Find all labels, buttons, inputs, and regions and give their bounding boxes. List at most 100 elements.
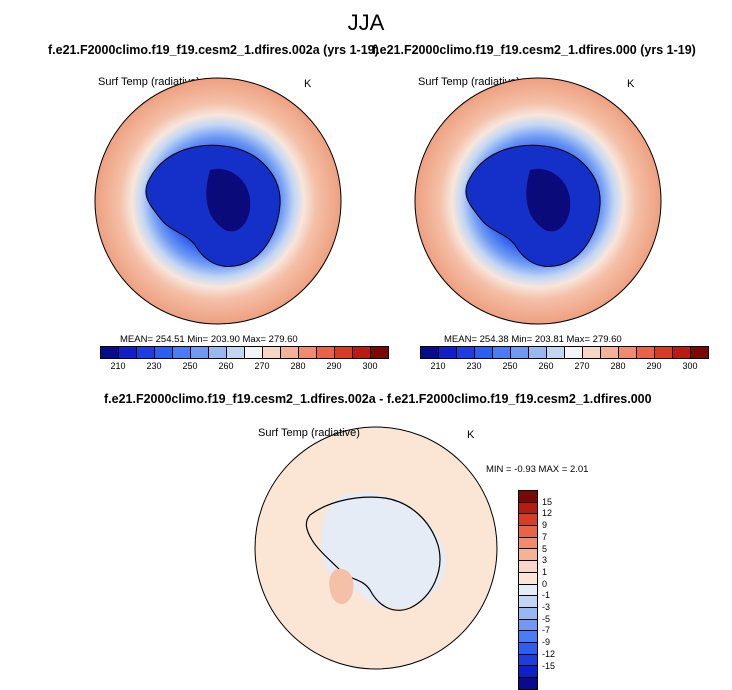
colorbar-swatch	[690, 347, 708, 358]
colorbar-tick-label: 290	[646, 361, 662, 371]
colorbar-tick-label: -3	[542, 602, 551, 612]
map-left	[94, 77, 342, 325]
colorbar-tick-label: 250	[182, 361, 198, 371]
polar-map-left	[94, 77, 662, 670]
colorbar-swatch	[636, 347, 654, 358]
colorbar-swatch	[519, 560, 537, 572]
colorbar-tick-label: 210	[430, 361, 446, 371]
colorbar-swatch	[519, 653, 537, 666]
colorbar-swatch	[519, 641, 537, 654]
colorbar-tick-label: -9	[542, 637, 551, 648]
colorbar-swatch	[280, 347, 298, 358]
colorbar-tick-label: 3	[542, 555, 548, 566]
colorbar-swatch	[421, 347, 438, 358]
colorbar-swatch	[519, 677, 537, 689]
units-label-diff: K	[467, 429, 475, 441]
colorbar-swatch	[654, 347, 672, 358]
case-title-left: f.e21.F2000climo.f19_f19.cesm2_1.dfires.…	[48, 43, 379, 57]
colorbar-swatch	[208, 347, 226, 358]
colorbar-swatch	[564, 347, 582, 358]
colorbar-swatch	[154, 347, 172, 358]
colorbar-swatch	[456, 347, 474, 358]
colorbar-swatch	[519, 618, 537, 631]
colorbar-right: 210 230 250 260 270 280 290 300	[420, 346, 709, 373]
colorbar-swatch	[582, 347, 600, 358]
colorbar-swatch	[519, 525, 537, 537]
colorbar-tick-label: 0	[542, 578, 548, 589]
units-label-right: K	[627, 78, 635, 90]
colorbar-tick-label: 270	[574, 361, 590, 371]
colorbar-swatch	[528, 347, 546, 358]
stats-diff: MIN = -0.93 MAX = 2.01	[486, 464, 589, 475]
colorbar-swatch	[438, 347, 456, 358]
colorbar-tick-label: -1	[542, 590, 551, 601]
map-diff	[254, 426, 498, 670]
colorbar-swatch	[510, 347, 528, 358]
colorbar-swatch	[244, 347, 262, 358]
colorbar-tick-label: 230	[466, 361, 482, 371]
colorbar-tick-label: 300	[682, 361, 698, 371]
colorbar-swatch	[519, 548, 537, 561]
colorbar-swatch	[370, 347, 388, 358]
colorbar-swatch	[262, 347, 280, 358]
colorbar-swatch	[519, 665, 537, 677]
colorbar-tick-label: -7	[542, 625, 551, 636]
diff-title: f.e21.F2000climo.f19_f19.cesm2_1.dfires.…	[104, 392, 652, 406]
colorbar-swatch	[298, 347, 316, 358]
colorbar-swatch	[519, 630, 537, 642]
colorbar-tick-label: -5	[542, 613, 551, 624]
colorbar-swatch	[352, 347, 370, 358]
colorbar-tick-label: 280	[290, 361, 306, 371]
colorbar-swatch	[519, 491, 537, 502]
colorbar-tick-label: 260	[538, 361, 554, 371]
colorbar-swatch	[226, 347, 244, 358]
colorbar-tick-label: -15	[542, 660, 556, 671]
stats-left: MEAN= 254.51 Min= 203.90 Max= 279.60	[120, 334, 298, 345]
colorbar-tick-label: 280	[610, 361, 626, 371]
colorbar-tick-label: 5	[542, 543, 548, 554]
map-right	[414, 77, 662, 325]
colorbar-tick-label: 260	[218, 361, 234, 371]
colorbar-swatch	[519, 571, 537, 584]
season-title: JJA	[347, 10, 385, 35]
colorbar-swatch	[618, 347, 636, 358]
colorbar-swatch	[334, 347, 352, 358]
colorbar-tick-label: 290	[326, 361, 342, 371]
colorbar-tick-label: 7	[542, 531, 548, 542]
colorbar-swatch	[519, 595, 537, 607]
colorbar-swatch	[101, 347, 118, 358]
colorbar-tick-label: 250	[502, 361, 518, 371]
colorbar-swatch	[519, 513, 537, 526]
colorbar-tick-label: 12	[542, 508, 553, 519]
colorbar-swatch	[546, 347, 564, 358]
colorbar-swatch	[190, 347, 208, 358]
case-title-right: f.e21.F2000climo.f19_f19.cesm2_1.dfires.…	[372, 43, 696, 57]
colorbar-swatch	[118, 347, 136, 358]
colorbar-tick-label: -12	[542, 648, 556, 659]
colorbar-swatch	[136, 347, 154, 358]
colorbar-swatch	[519, 583, 537, 596]
variable-label-right: Surf Temp (radiative)	[418, 76, 520, 88]
colorbar-tick-label: 9	[542, 520, 548, 531]
colorbar-swatch	[672, 347, 690, 358]
colorbar-tick-label: 270	[254, 361, 270, 371]
colorbar-swatch	[492, 347, 510, 358]
colorbar-left: 210 230 250 260 270 280 290 300	[100, 346, 389, 373]
colorbar-swatch	[519, 501, 537, 514]
colorbar-tick-label: 1	[542, 566, 548, 577]
colorbar-swatch	[316, 347, 334, 358]
colorbar-tick-label: 210	[110, 361, 126, 371]
colorbar-tick-label: 300	[362, 361, 378, 371]
stats-right: MEAN= 254.38 Min= 203.81 Max= 279.60	[444, 334, 622, 345]
variable-label-diff: Surf Temp (radiative)	[258, 427, 360, 439]
colorbar-tick-label: 15	[542, 496, 553, 507]
colorbar-swatch	[519, 536, 537, 549]
colorbar-tick-label: 230	[146, 361, 162, 371]
units-label-left: K	[304, 78, 312, 90]
colorbar-swatch	[600, 347, 618, 358]
variable-label-left: Surf Temp (radiative)	[98, 76, 200, 88]
colorbar-swatch	[519, 606, 537, 619]
colorbar-swatch	[474, 347, 492, 358]
colorbar-diff: 15 12 9 7 5 3 1 0 -1 -3 -5 -7 -9 -12 -15	[518, 490, 555, 690]
colorbar-swatch	[172, 347, 190, 358]
